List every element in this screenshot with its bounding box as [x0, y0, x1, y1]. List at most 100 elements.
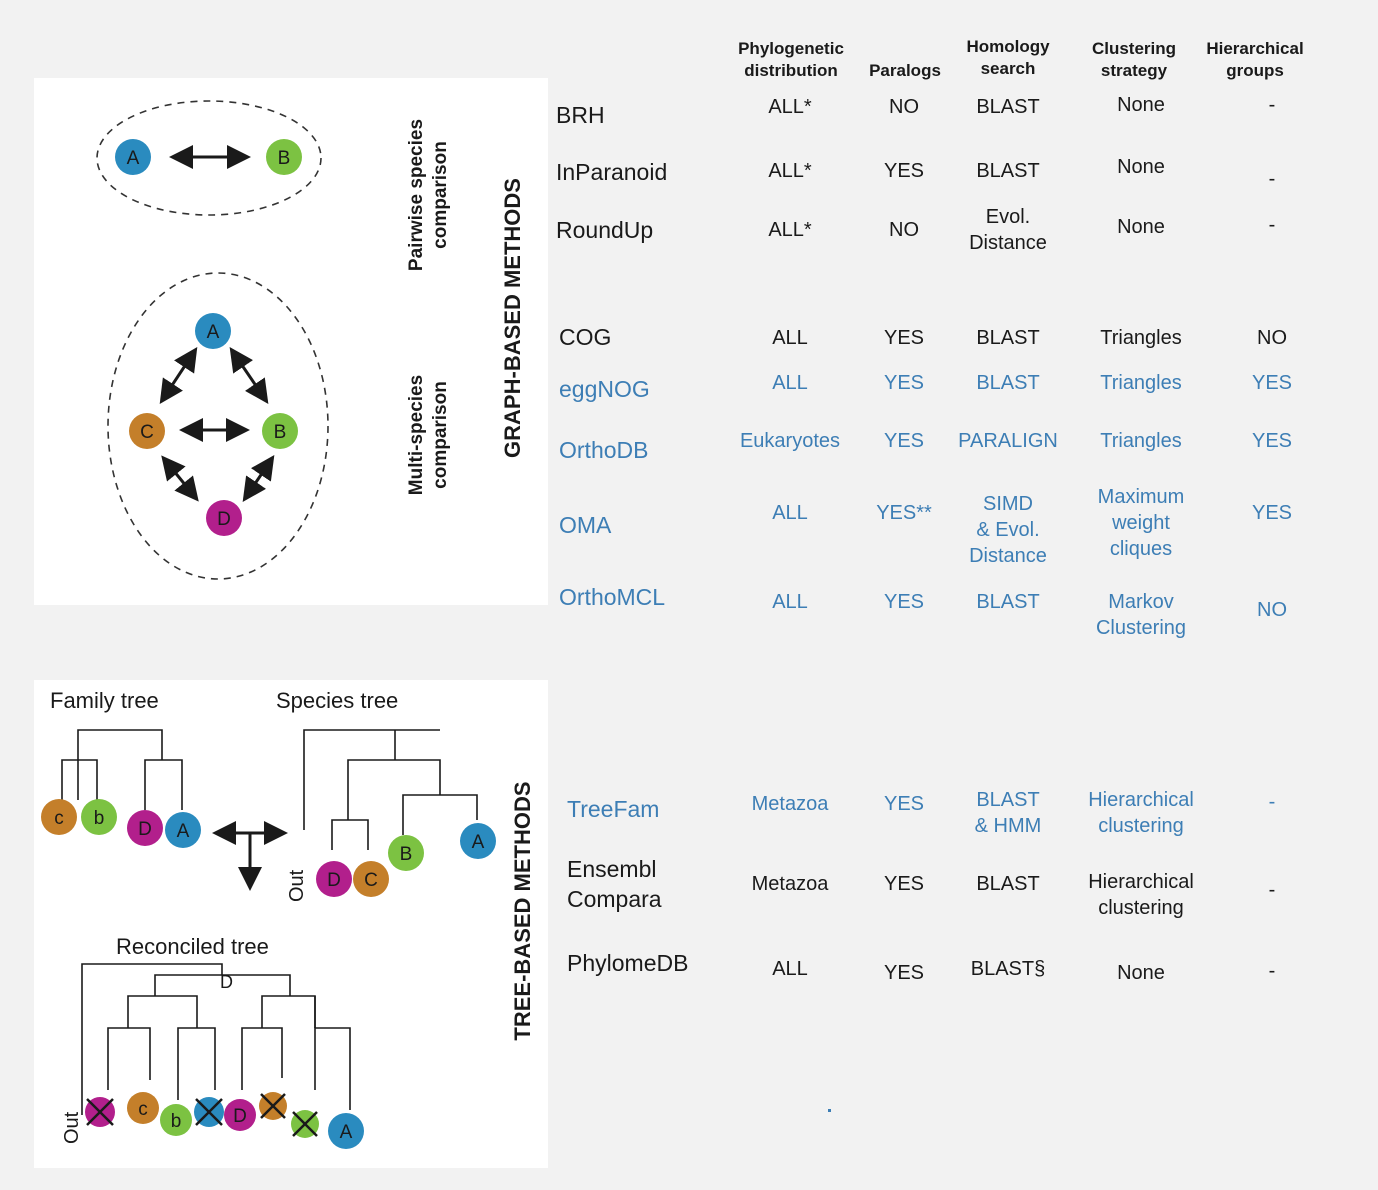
cell-phylo: Eukaryotes: [739, 430, 841, 452]
svg-text:c: c: [138, 1099, 148, 1120]
cell-phylo: ALL: [772, 502, 808, 524]
svg-text:D: D: [327, 870, 341, 891]
cell-homology: SIMD & Evol. Distance: [969, 493, 1047, 567]
svg-text:D: D: [233, 1106, 247, 1127]
method-name: PhylomeDB: [567, 950, 689, 976]
cell-homology: BLAST: [976, 372, 1040, 394]
node-d-species: D: [316, 861, 352, 897]
cell-paralogs: NO: [889, 96, 919, 118]
graph-methods-label: GRAPH-BASED METHODS: [500, 178, 525, 458]
cell-hier: NO: [1257, 327, 1287, 349]
graph-diagram: A B A C B D: [96, 100, 329, 580]
cell-phylo: Metazoa: [751, 873, 829, 895]
cell-phylo: ALL: [772, 327, 808, 349]
method-name: BRH: [556, 102, 605, 128]
cell-clustering: Triangles: [1100, 327, 1182, 349]
cell-homology: BLAST & HMM: [974, 789, 1042, 837]
cell-phylo: ALL: [772, 958, 808, 980]
cell-homology: BLAST: [976, 96, 1040, 118]
node-d-multi: D: [206, 500, 242, 536]
header-homology-search: Homology search: [966, 37, 1050, 78]
out-label-reconciled: Out: [61, 1111, 83, 1144]
family-tree-title: Family tree: [50, 688, 159, 713]
header-phylogenetic-distribution: Phylogenetic distribution: [738, 39, 844, 80]
method-name: OrthoMCL: [559, 584, 666, 610]
arrow-a-c: [159, 346, 198, 405]
cell-hier: -: [1268, 960, 1276, 982]
node-b-reconciled: b: [160, 1104, 192, 1136]
cell-paralogs: YES: [883, 327, 925, 349]
cell-homology: BLAST: [976, 591, 1040, 613]
cell-homology: BLAST: [976, 160, 1040, 182]
method-name: COG: [559, 324, 612, 350]
cell-phylo: ALL*: [768, 96, 812, 118]
node-c-family: c: [41, 799, 77, 835]
node-lost-a: [194, 1097, 224, 1127]
cell-paralogs: YES: [883, 962, 925, 984]
duplication-label: D: [220, 972, 233, 992]
svg-text:A: A: [177, 821, 190, 842]
cell-paralogs: YES: [883, 873, 925, 895]
pairwise-label: Pairwise species comparison: [406, 118, 451, 272]
species-tree-title: Species tree: [276, 688, 399, 713]
svg-text:C: C: [364, 870, 378, 891]
header-paralogs: Paralogs: [869, 61, 941, 80]
node-b-pair: B: [266, 139, 302, 175]
node-b-family: b: [81, 799, 117, 835]
cell-phylo: ALL*: [768, 219, 812, 241]
node-c-multi: C: [129, 413, 165, 449]
cell-clustering: Hierarchical clustering: [1088, 871, 1194, 919]
cell-paralogs: YES: [883, 372, 925, 394]
svg-text:b: b: [171, 1111, 182, 1132]
node-a-family: A: [165, 812, 201, 848]
cell-clustering: Markov Clustering: [1095, 591, 1187, 639]
svg-text:A: A: [127, 148, 140, 169]
method-name: OrthoDB: [559, 437, 649, 463]
cell-clustering: Triangles: [1100, 372, 1182, 394]
svg-text:B: B: [274, 422, 287, 443]
node-lost-d: [85, 1097, 115, 1127]
reconciled-tree-title: Reconciled tree: [116, 934, 269, 959]
cell-paralogs: YES: [883, 793, 925, 815]
svg-text:A: A: [340, 1122, 353, 1143]
node-c-species: C: [353, 861, 389, 897]
node-lost-b: [291, 1110, 319, 1138]
cell-paralogs: YES: [883, 430, 925, 452]
cell-homology: PARALIGN: [958, 430, 1058, 452]
cell-hier: YES: [1251, 372, 1293, 394]
cell-phylo: ALL: [772, 372, 808, 394]
arrow-a-b: [229, 347, 269, 404]
arrow-c-d: [161, 455, 199, 502]
node-a-reconciled: A: [328, 1113, 364, 1149]
svg-text:D: D: [138, 819, 152, 840]
node-d-reconciled: D: [224, 1099, 256, 1131]
method-name: eggNOG: [559, 376, 650, 402]
method-name: OMA: [559, 512, 612, 538]
svg-text:C: C: [140, 422, 154, 443]
svg-text:B: B: [278, 148, 291, 169]
tree-diagram-panel: [34, 680, 548, 1168]
node-a-multi: A: [195, 313, 231, 349]
tree-diagram: c b D A D C B A Out c b D A Out D: [41, 729, 496, 1149]
node-b-multi: B: [262, 413, 298, 449]
header-hierarchical-groups: Hierarchical groups: [1206, 39, 1304, 80]
cell-phylo: Metazoa: [751, 793, 829, 815]
svg-text:A: A: [207, 322, 220, 343]
stray-mark: [828, 1109, 831, 1112]
node-a-species: A: [460, 823, 496, 859]
cell-hier: YES: [1251, 502, 1293, 524]
node-a-pair: A: [115, 139, 151, 175]
cell-hier: -: [1268, 168, 1276, 190]
cell-hier: -: [1268, 791, 1276, 813]
cell-paralogs: YES: [883, 591, 925, 613]
node-c-reconciled: c: [127, 1092, 159, 1124]
cell-clustering: None: [1117, 216, 1165, 238]
header-clustering-strategy: Clustering strategy: [1091, 39, 1177, 80]
arrow-b-d: [242, 455, 275, 502]
cell-homology: BLAST§: [970, 958, 1046, 980]
cell-homology: BLAST: [976, 327, 1040, 349]
cell-phylo: ALL: [772, 591, 808, 613]
cell-hier: NO: [1257, 599, 1287, 621]
method-name: RoundUp: [556, 217, 654, 243]
svg-text:D: D: [217, 509, 231, 530]
